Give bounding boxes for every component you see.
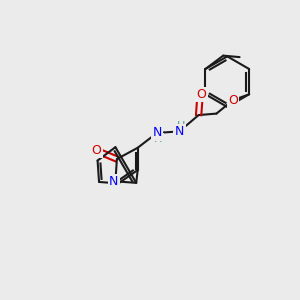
Text: O: O bbox=[228, 94, 238, 107]
Text: O: O bbox=[92, 144, 102, 157]
Text: H: H bbox=[177, 121, 185, 131]
Text: N: N bbox=[109, 175, 119, 188]
Text: N: N bbox=[175, 125, 184, 138]
Text: N: N bbox=[152, 126, 162, 140]
Text: H: H bbox=[154, 134, 163, 144]
Text: O: O bbox=[197, 88, 206, 101]
